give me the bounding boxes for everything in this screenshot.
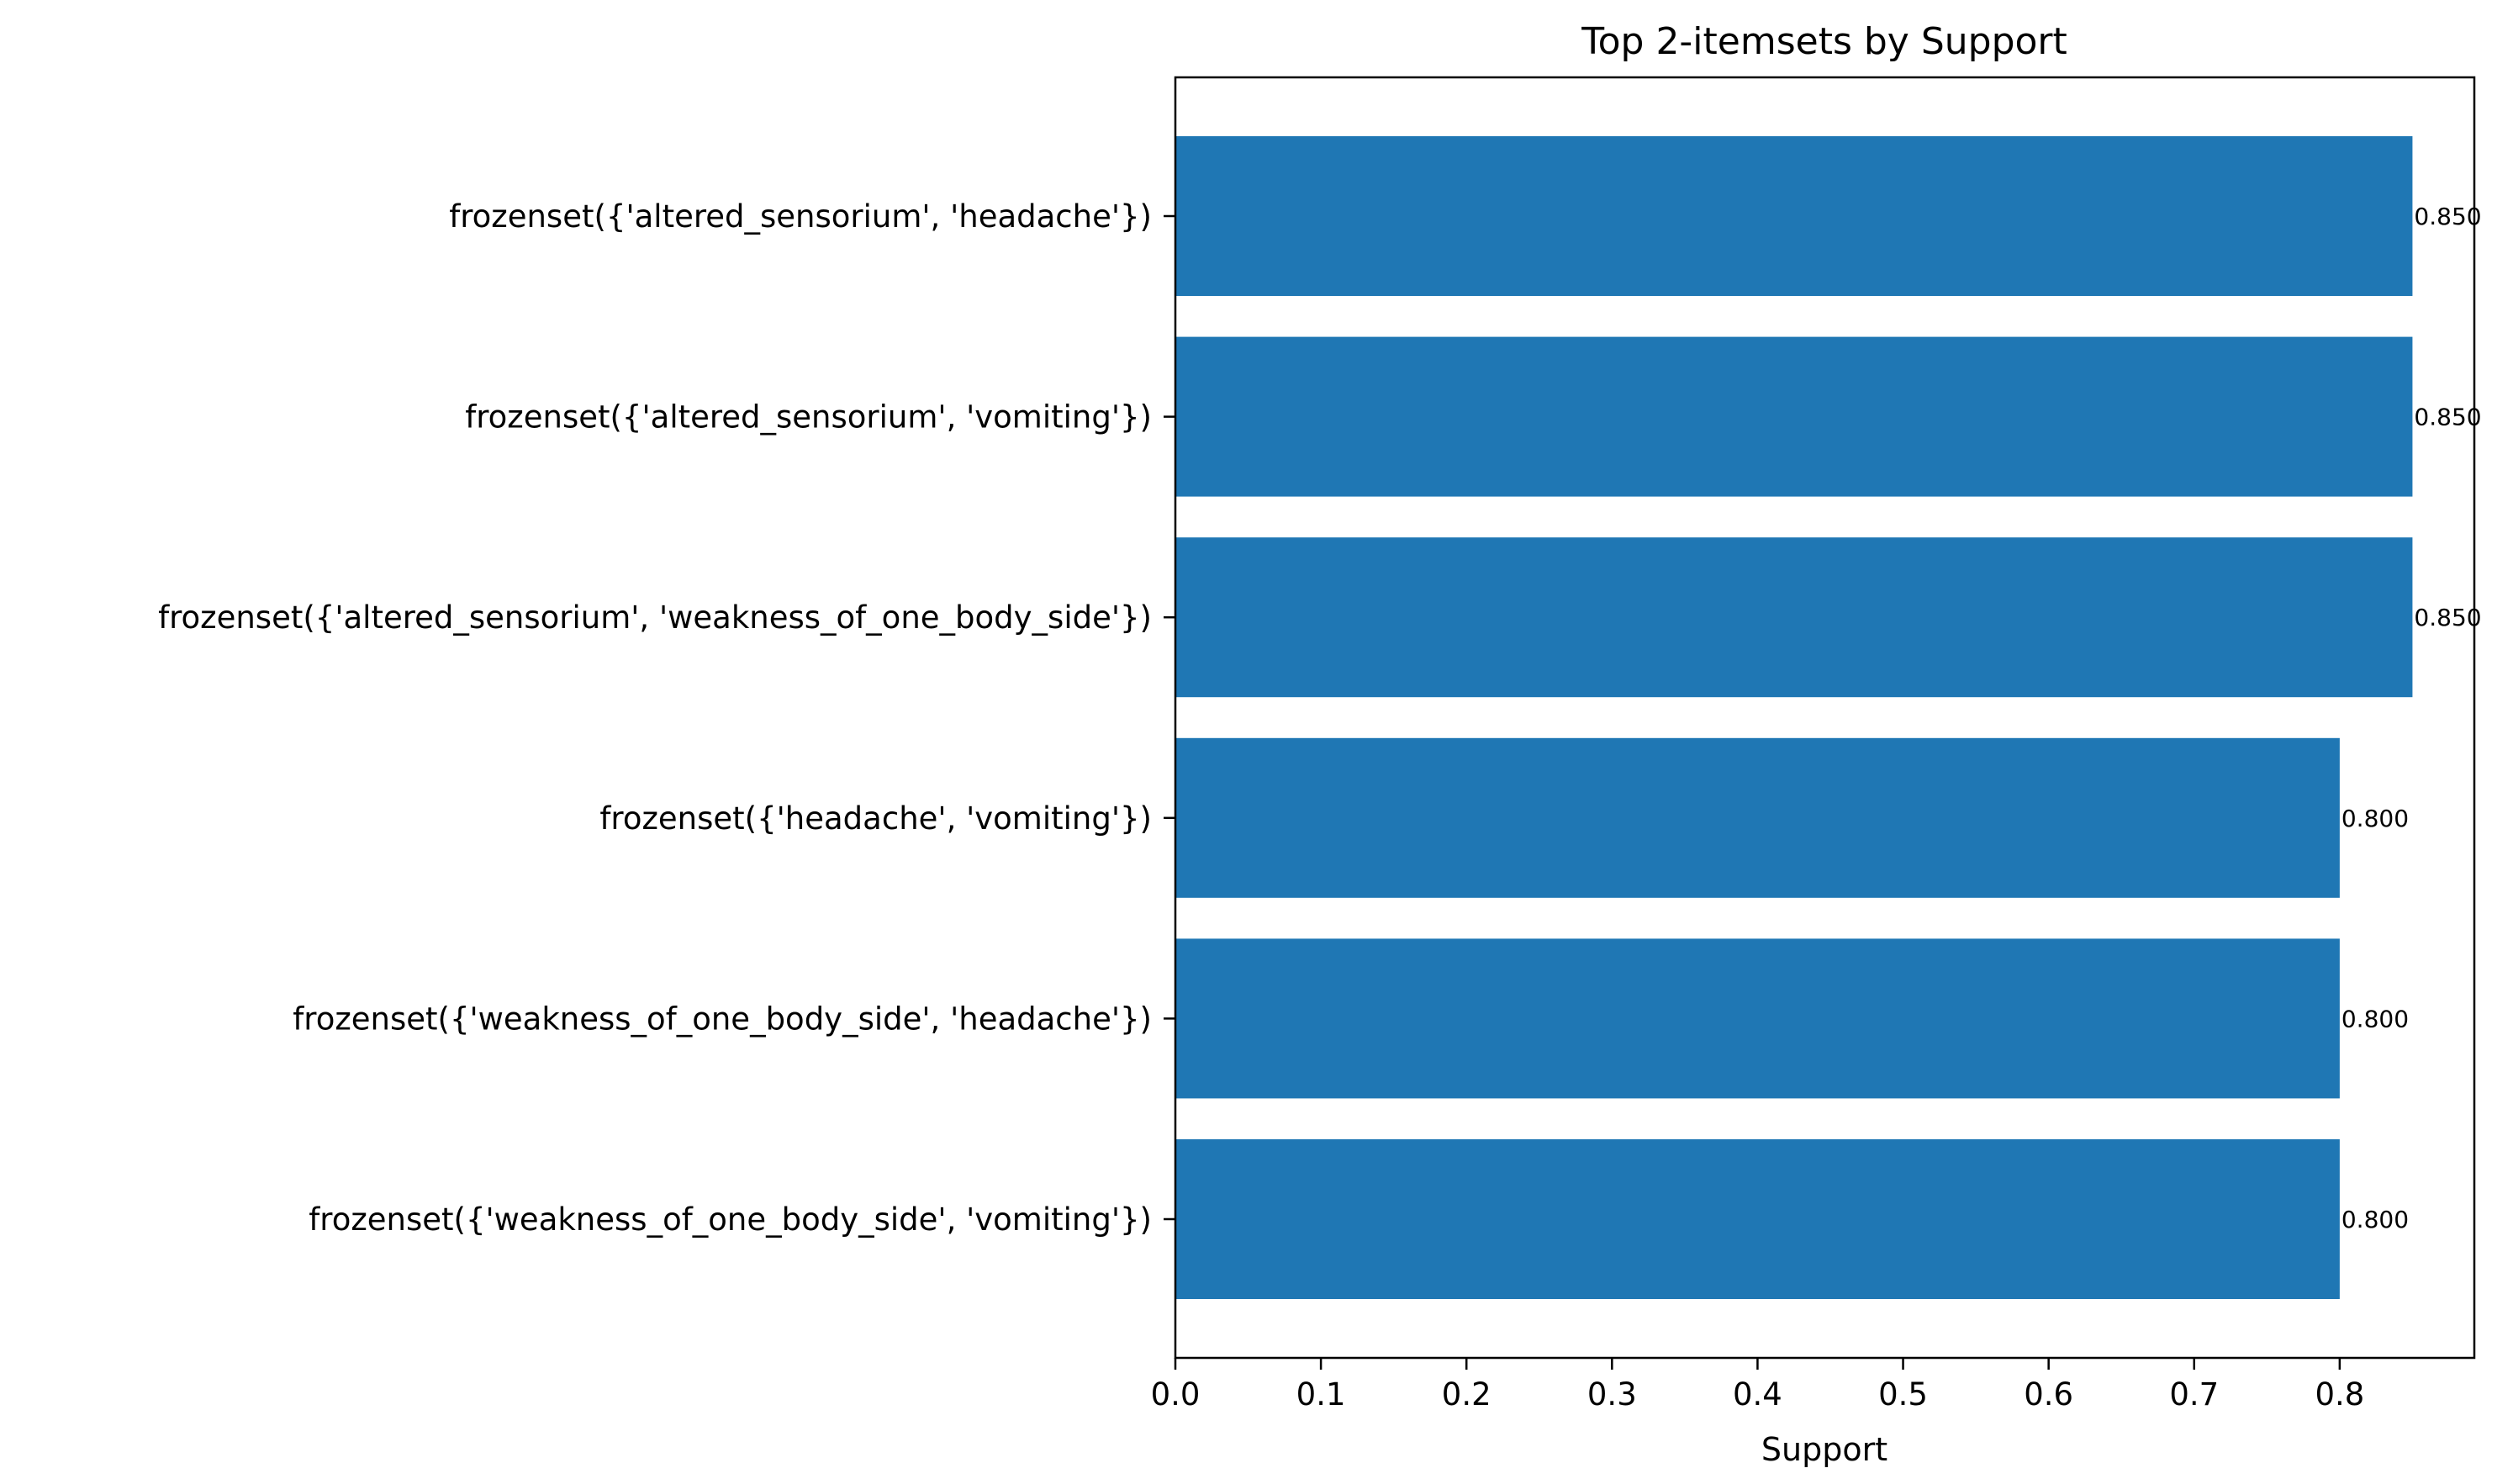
bar-value-label: 0.800: [2341, 805, 2409, 832]
y-tick-label: frozenset({'weakness_of_one_body_side', …: [309, 1201, 1152, 1238]
bar-value-label: 0.800: [2341, 1206, 2409, 1233]
bars-layer: [1175, 136, 2413, 1299]
x-axis-label: Support: [1761, 1431, 1887, 1468]
bar-value-label: 0.850: [2414, 404, 2481, 431]
y-tick-label: frozenset({'weakness_of_one_body_side', …: [293, 1001, 1152, 1037]
bar-value-label: 0.850: [2414, 203, 2481, 230]
x-tick-label: 0.7: [2169, 1376, 2219, 1413]
x-tick-label: 0.6: [2024, 1376, 2073, 1413]
value-labels-layer: 0.850 0.850 0.850 0.800 0.800 0.800: [2341, 203, 2482, 1233]
bar: [1175, 737, 2340, 898]
chart-title: Top 2-itemsets by Support: [1581, 20, 2067, 63]
y-axis: frozenset({'altered_sensorium', 'headach…: [158, 198, 1175, 1238]
x-tick-label: 0.0: [1151, 1376, 1201, 1413]
x-tick-label: 0.2: [1442, 1376, 1491, 1413]
bar: [1175, 938, 2340, 1099]
bar: [1175, 336, 2413, 497]
x-tick-label: 0.3: [1587, 1376, 1637, 1413]
x-tick-label: 0.8: [2315, 1376, 2364, 1413]
x-axis: 0.0 0.1 0.2 0.3 0.4 0.5 0.6 0.7 0.8: [1151, 1358, 2364, 1413]
x-tick-label: 0.4: [1733, 1376, 1782, 1413]
y-tick-label: frozenset({'altered_sensorium', 'vomitin…: [465, 399, 1152, 436]
y-tick-label: frozenset({'altered_sensorium', 'headach…: [449, 198, 1152, 235]
x-tick-label: 0.5: [1878, 1376, 1928, 1413]
bar-value-label: 0.800: [2341, 1005, 2409, 1032]
y-tick-label: frozenset({'altered_sensorium', 'weaknes…: [158, 599, 1152, 636]
axes-frame: [1174, 76, 2476, 1360]
bar: [1175, 537, 2413, 698]
bar-value-label: 0.850: [2414, 604, 2481, 631]
y-tick-label: frozenset({'headache', 'vomiting'}): [599, 800, 1152, 837]
bar: [1175, 136, 2413, 296]
bar: [1175, 1139, 2340, 1299]
x-tick-label: 0.1: [1296, 1376, 1346, 1413]
